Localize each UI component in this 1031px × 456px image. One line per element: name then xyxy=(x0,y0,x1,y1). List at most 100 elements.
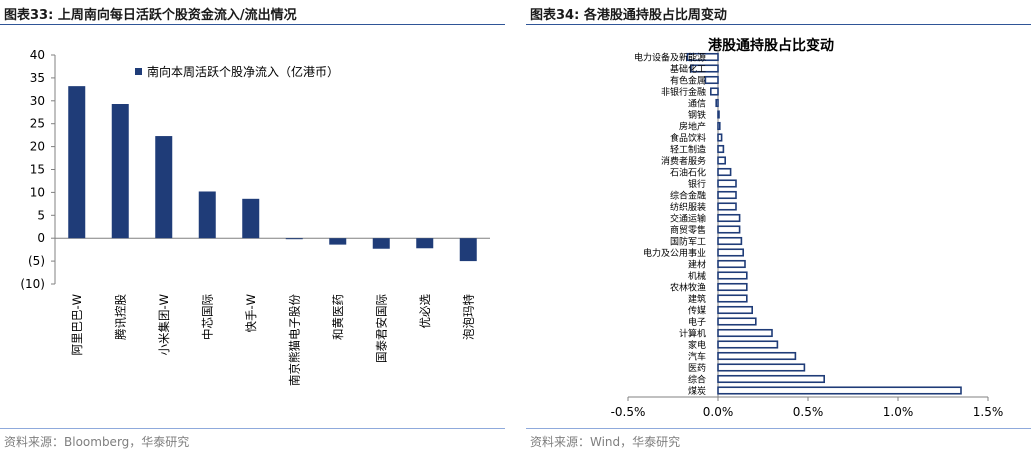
right-figure-title: 图表34: 各港股通持股占比周变动 xyxy=(530,8,727,23)
industry-label: 交通运输 xyxy=(670,213,706,225)
flow-bar xyxy=(111,104,129,239)
holding-change-bar xyxy=(717,282,748,292)
holding-change-bar xyxy=(717,179,737,188)
industry-label: 家电 xyxy=(688,339,706,351)
industry-label: 轻工制造 xyxy=(670,144,706,156)
industry-label: 房地产 xyxy=(679,121,706,133)
holding-change-bar xyxy=(717,328,773,338)
industry-label: 商贸零售 xyxy=(670,224,706,236)
right-bottom-rule xyxy=(526,428,1031,429)
left-top-rule xyxy=(0,24,505,25)
holding-change-bar xyxy=(717,202,737,211)
category-label: 优必选 xyxy=(418,294,432,329)
holding-change-bar xyxy=(717,351,797,361)
flow-bar xyxy=(198,191,216,239)
flow-bar xyxy=(372,238,390,249)
category-label: 国泰君安国际 xyxy=(374,294,388,363)
industry-label: 纺织服装 xyxy=(670,201,706,213)
x-tick-label: 1.5% xyxy=(973,405,1004,419)
industry-label: 电力设备及新能源 xyxy=(634,52,706,64)
industry-label: 综合 xyxy=(688,374,706,386)
flow-bar xyxy=(459,238,477,262)
industry-label: 基础化工 xyxy=(670,63,706,75)
industry-label: 消费者服务 xyxy=(661,155,706,167)
y-tick-label: 0 xyxy=(37,231,45,245)
industry-label: 非银行金融 xyxy=(661,86,706,98)
y-tick-label: 20 xyxy=(30,140,45,154)
holding-change-bar xyxy=(715,98,719,108)
holding-change-bar xyxy=(717,374,825,384)
industry-label: 国防军工 xyxy=(670,236,706,248)
y-tick-label: 5 xyxy=(37,208,45,222)
holding-change-bar xyxy=(717,156,726,165)
holding-change-bar xyxy=(704,75,719,85)
x-tick-label: -0.5% xyxy=(611,405,646,419)
x-tick-label: 0.0% xyxy=(703,405,734,419)
industry-label: 有色金属 xyxy=(670,75,706,87)
category-label: 中芯国际 xyxy=(200,294,214,340)
industry-label: 石油石化 xyxy=(670,167,706,179)
category-label: 和黄医药 xyxy=(331,294,345,340)
chart-title: 港股通持股占比变动 xyxy=(708,37,834,54)
holding-change-bar xyxy=(717,167,732,177)
holding-change-bar xyxy=(717,340,779,349)
legend-label: 南向本周活跃个股净流入（亿港币） xyxy=(147,64,339,79)
holding-change-bar xyxy=(717,236,743,246)
holding-change-bar xyxy=(717,133,723,142)
holding-change-bar xyxy=(686,52,719,62)
industry-label: 煤炭 xyxy=(688,385,706,397)
flow-bar xyxy=(416,238,434,249)
category-label: 阿里巴巴-W xyxy=(70,294,84,356)
industry-label: 电子 xyxy=(688,316,706,328)
industry-label: 综合金融 xyxy=(670,190,706,202)
holding-change-bar xyxy=(717,225,741,234)
category-label: 腾讯控股 xyxy=(113,294,127,340)
y-tick-label: 30 xyxy=(30,94,45,108)
y-tick-label: 40 xyxy=(30,48,45,62)
industry-label: 建筑 xyxy=(688,293,706,305)
y-tick-label: 15 xyxy=(30,163,45,177)
holding-change-bar xyxy=(717,110,720,119)
category-label: 小米集团-W xyxy=(157,294,171,356)
flow-bar xyxy=(68,86,86,239)
southbound-flow-bar-chart: (10) (5) 0 5 10 15 20 25 30 35 40 阿里巴巴-W 腾讯控股 小米集团-W 中… xyxy=(20,48,490,386)
industry-label: 食品饮料 xyxy=(670,132,706,144)
hk-connect-holding-change-chart: 港股通持股占比变动 -0.5% 0.0% 0.5% 1.0% 1.5% 电力设备及新能源基础… xyxy=(611,37,1004,419)
category-label: 南京熊猫电子股份 xyxy=(287,294,301,386)
industry-label: 计算机 xyxy=(679,328,706,340)
left-figure-title: 图表33: 上周南向每日活跃个股资金流入/流出情况 xyxy=(4,8,297,23)
holding-change-bar xyxy=(717,317,757,326)
flow-bar xyxy=(242,198,260,239)
x-tick-label: 0.5% xyxy=(793,405,824,419)
flow-bar xyxy=(285,238,303,240)
holding-change-bar xyxy=(690,64,719,73)
industry-label: 建材 xyxy=(688,259,706,271)
y-tick-label: (5) xyxy=(28,254,45,268)
holding-change-bar xyxy=(717,386,962,395)
holding-change-bar xyxy=(717,294,748,303)
holding-change-bar xyxy=(717,363,806,372)
x-tick-label: 1.0% xyxy=(883,405,914,419)
industry-label: 电力及公用事业 xyxy=(643,247,706,259)
industry-label: 医药 xyxy=(688,363,706,374)
left-source-note: 资料来源：Bloomberg，华泰研究 xyxy=(4,435,190,449)
industry-label: 机械 xyxy=(688,270,706,282)
category-label: 快手-W xyxy=(244,294,258,333)
flow-bar xyxy=(155,136,173,239)
holding-change-bar xyxy=(717,305,754,315)
legend-swatch xyxy=(135,68,142,75)
left-bottom-rule xyxy=(0,428,505,429)
holding-change-bar xyxy=(717,144,725,154)
y-tick-label: 25 xyxy=(30,117,45,131)
industry-label: 钢铁 xyxy=(688,109,706,121)
holding-change-bar xyxy=(717,121,721,131)
industry-label: 银行 xyxy=(688,178,706,190)
left-figure-panel: 图表33: 上周南向每日活跃个股资金流入/流出情况 (10) (5) 0 5 10 15 2… xyxy=(0,0,505,456)
y-tick-label: 10 xyxy=(30,185,45,199)
y-tick-label: (10) xyxy=(20,277,45,291)
y-tick-label: 35 xyxy=(30,71,45,85)
flow-bar xyxy=(329,238,347,245)
holding-change-bar xyxy=(717,259,746,269)
holding-change-bar xyxy=(717,271,748,280)
industry-label: 农林牧渔 xyxy=(670,282,706,294)
